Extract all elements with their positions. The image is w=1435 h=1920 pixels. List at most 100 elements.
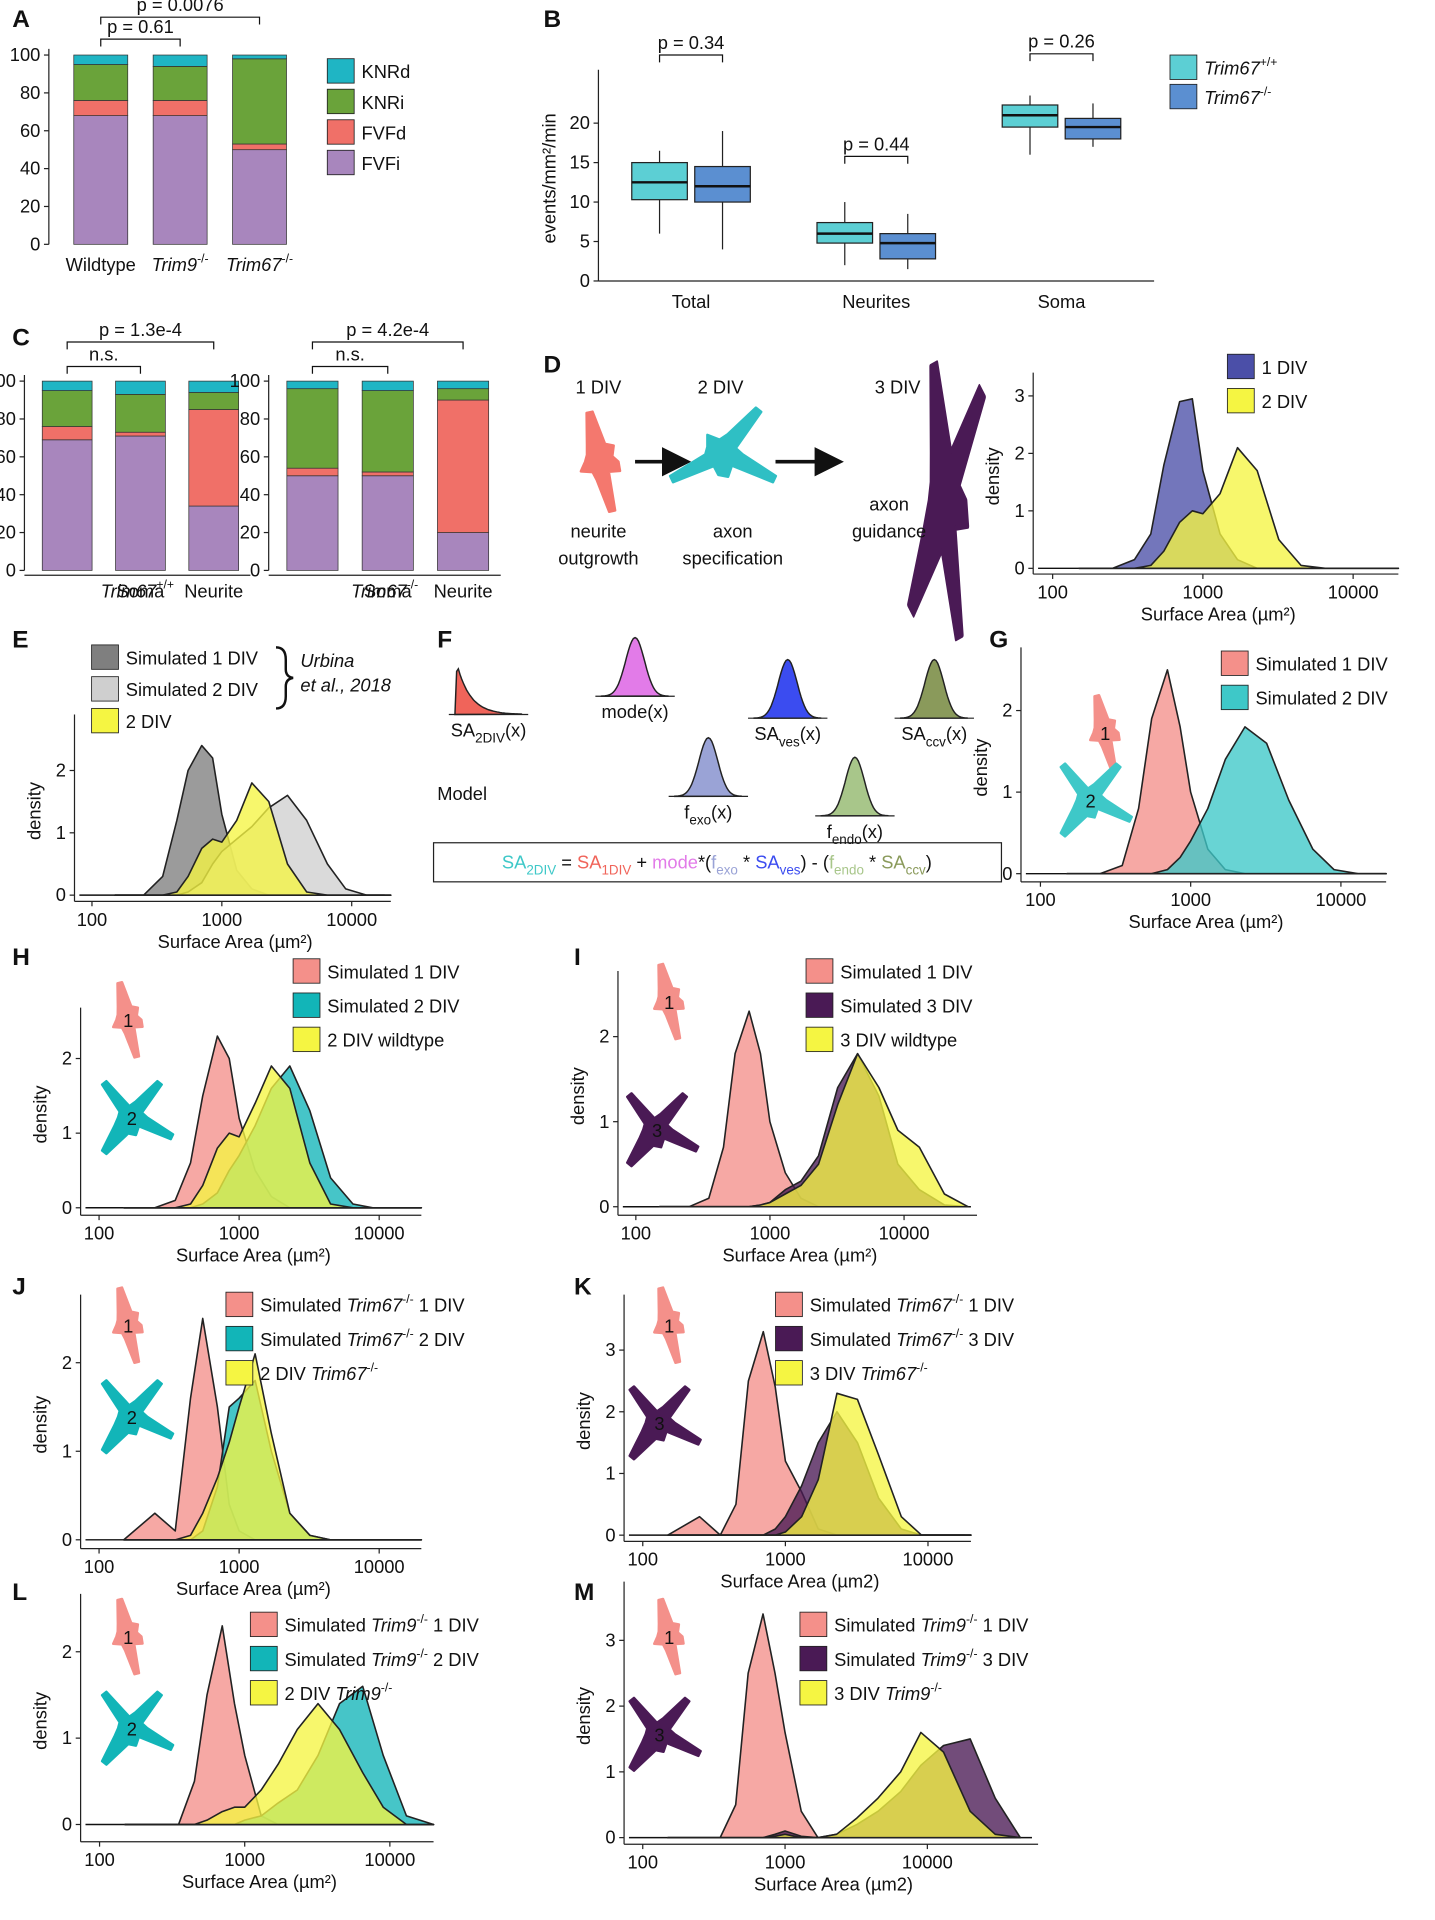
equation: SA2DIV = SA1DIV + mode*(fexo * SAves) - … bbox=[502, 851, 932, 877]
y-tick-label: 2 bbox=[1002, 700, 1012, 721]
legend-swatch bbox=[775, 1325, 803, 1352]
y-axis-label: density bbox=[982, 447, 1003, 506]
y-tick-label: 1 bbox=[1002, 781, 1012, 802]
y-tick-label: 10 bbox=[570, 191, 590, 212]
text-part: Trim67 bbox=[347, 1329, 403, 1350]
box bbox=[879, 233, 937, 260]
bar-segment bbox=[73, 64, 129, 101]
text-part: -/- bbox=[966, 1612, 978, 1626]
x-axis-label: Surface Area (µm2) bbox=[720, 1571, 879, 1592]
text-part: -/- bbox=[952, 1292, 964, 1306]
legend-swatch bbox=[775, 1360, 803, 1386]
y-tick-label: 0 bbox=[30, 233, 40, 254]
text-part: * bbox=[738, 851, 755, 872]
text-part: Trim9 bbox=[921, 1615, 966, 1636]
density-area bbox=[658, 1052, 969, 1208]
group-label: Trim67+/+ bbox=[101, 578, 174, 602]
stage-caption: outgrowth bbox=[558, 547, 638, 568]
x-axis-label: Surface Area (µm²) bbox=[722, 1245, 877, 1266]
legend-label: Simulated Trim9-/- 3 DIV bbox=[834, 1646, 1029, 1670]
legend-swatch bbox=[799, 1611, 828, 1638]
text-part: Trim67 bbox=[347, 1295, 403, 1316]
text-part: mode bbox=[652, 851, 698, 872]
bracket bbox=[100, 16, 261, 25]
panel-letter: E bbox=[12, 626, 28, 653]
x-tick-label: Soma bbox=[117, 580, 166, 601]
bar-segment bbox=[152, 100, 208, 116]
text-part: 1 DIV bbox=[963, 1295, 1015, 1316]
density-area bbox=[124, 1702, 435, 1826]
text-part: 2 DIV bbox=[285, 1683, 336, 1704]
legend-swatch bbox=[799, 1680, 828, 1706]
y-tick-label: 0 bbox=[605, 1524, 615, 1545]
x-tick-label: 100 bbox=[1025, 889, 1056, 910]
legend-swatch bbox=[91, 707, 119, 734]
legend-label: Simulated 1 DIV bbox=[327, 961, 460, 982]
legend-swatch bbox=[225, 1325, 254, 1352]
legend-label: Simulated 2 DIV bbox=[126, 679, 259, 700]
x-tick-label: 100 bbox=[84, 1556, 115, 1577]
bar-segment bbox=[73, 54, 129, 65]
text-part: 2 DIV bbox=[428, 1649, 480, 1670]
bar-segment bbox=[286, 467, 339, 477]
text-part: 3 DIV bbox=[978, 1649, 1030, 1670]
x-tick-label: 10000 bbox=[354, 1223, 405, 1244]
text-part: mode(x) bbox=[602, 701, 669, 722]
text-part: -/- bbox=[930, 1681, 942, 1695]
bar-segment bbox=[73, 100, 129, 116]
y-axis-label: density bbox=[567, 1066, 588, 1125]
y-tick-label: 1 bbox=[599, 1111, 609, 1132]
bar-segment bbox=[115, 435, 166, 571]
bar-segment bbox=[437, 532, 490, 571]
legend-label: Simulated 1 DIV bbox=[126, 647, 259, 668]
annotation: p = 0.61 bbox=[107, 16, 174, 37]
y-tick-label: 100 bbox=[10, 44, 41, 65]
text-part: (x) bbox=[711, 801, 732, 822]
y-axis-label: density bbox=[23, 781, 44, 840]
y-tick-label: 0 bbox=[62, 1529, 72, 1550]
legend-label: FVFi bbox=[361, 153, 400, 174]
y-tick-label: 40 bbox=[0, 484, 16, 505]
panel-letter: K bbox=[574, 1274, 592, 1301]
x-tick-label: 10000 bbox=[879, 1223, 930, 1244]
bracket bbox=[311, 365, 389, 374]
legend-label: Simulated 1 DIV bbox=[1255, 654, 1388, 675]
cell-icon bbox=[100, 1379, 175, 1455]
y-tick-label: 0 bbox=[62, 1814, 72, 1835]
text-part: SA bbox=[755, 851, 780, 872]
icon-label: 1 bbox=[664, 1627, 674, 1648]
text-part: 2 DIV bbox=[414, 1329, 466, 1350]
legend-swatch bbox=[91, 676, 119, 702]
box bbox=[694, 165, 751, 203]
bar-segment bbox=[361, 475, 414, 571]
text-part: Trim9 bbox=[885, 1683, 930, 1704]
text-part: Simulated bbox=[834, 1615, 920, 1636]
bar-segment bbox=[188, 380, 240, 393]
text-part: Simulated bbox=[260, 1295, 346, 1316]
legend-label: Simulated Trim67-/- 3 DIV bbox=[810, 1326, 1015, 1350]
density-area bbox=[1078, 446, 1400, 570]
legend-label: KNRd bbox=[361, 61, 410, 82]
text-part: Trim67 bbox=[896, 1295, 952, 1316]
icon-label: 1 bbox=[1100, 723, 1110, 744]
y-tick-label: 2 bbox=[56, 760, 66, 781]
text-part: 1 DIV bbox=[414, 1295, 466, 1316]
y-axis-label: density bbox=[29, 1691, 50, 1750]
legend-label: 3 DIV wildtype bbox=[840, 1030, 957, 1051]
y-tick-label: 2 bbox=[1014, 442, 1024, 463]
legend-label: 3 DIV Trim9-/- bbox=[834, 1681, 942, 1705]
panel-letter: G bbox=[989, 626, 1008, 653]
y-tick-label: 2 bbox=[62, 1048, 72, 1069]
annotation: p = 0.26 bbox=[1028, 31, 1095, 52]
text-part: -/- bbox=[197, 252, 209, 266]
stage-caption: specification bbox=[682, 547, 783, 568]
legend-label: Simulated 3 DIV bbox=[840, 996, 973, 1017]
text-part: *( bbox=[698, 851, 711, 872]
y-tick-label: 2 bbox=[599, 1026, 609, 1047]
annotation: p = 4.2e-4 bbox=[346, 319, 429, 340]
text-part: -/- bbox=[407, 578, 419, 592]
text-part: Trim9 bbox=[371, 1615, 416, 1636]
y-tick-label: 60 bbox=[0, 446, 16, 467]
bar-segment bbox=[41, 426, 93, 441]
y-tick-label: 40 bbox=[20, 158, 40, 179]
